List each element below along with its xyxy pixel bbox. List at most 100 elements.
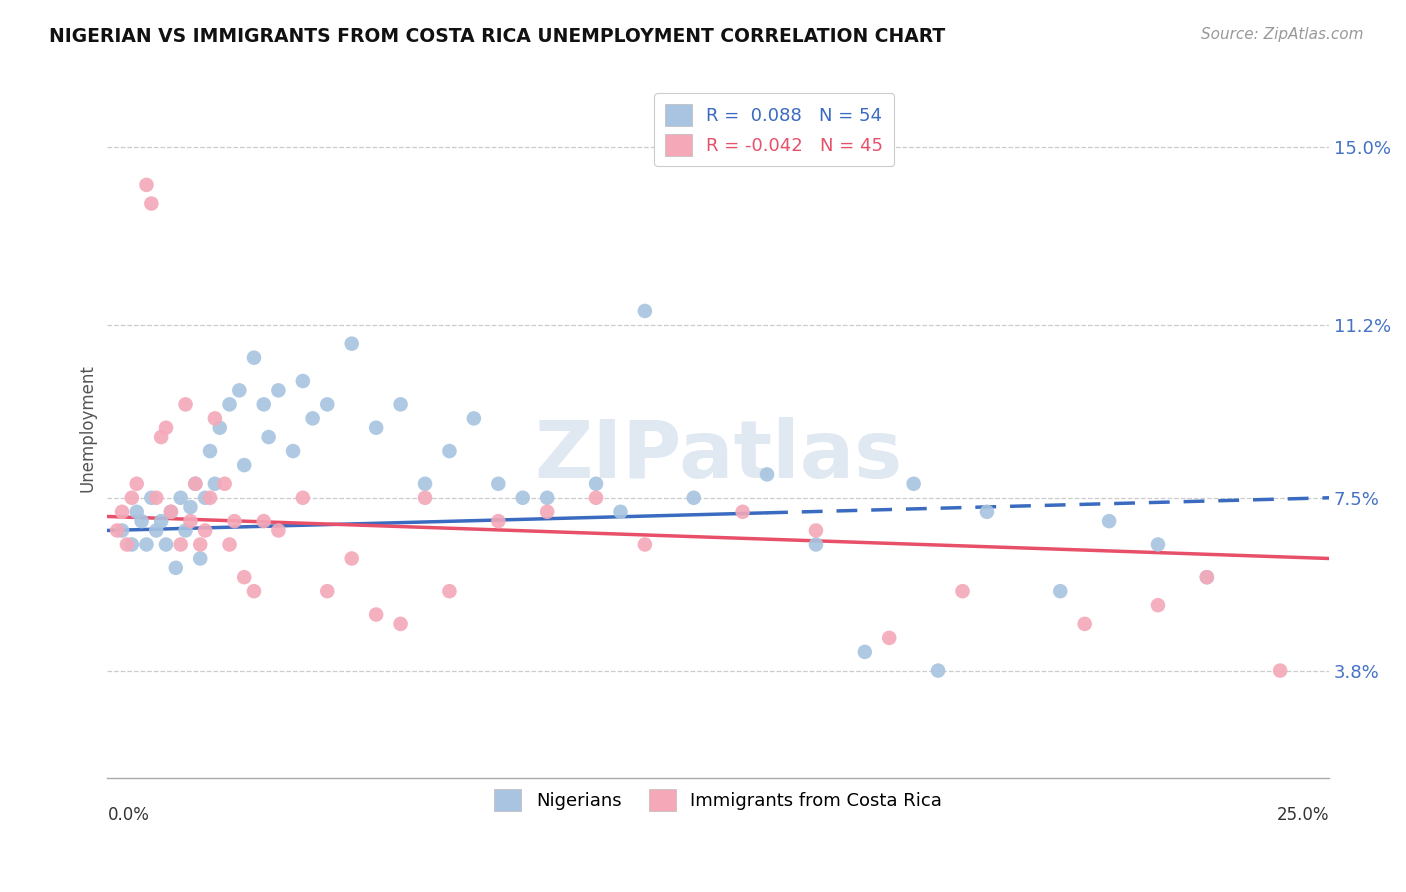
Point <box>194 491 217 505</box>
Legend: Nigerians, Immigrants from Costa Rica: Nigerians, Immigrants from Costa Rica <box>486 781 949 818</box>
Point <box>439 444 461 458</box>
Point <box>184 476 207 491</box>
Point <box>204 476 226 491</box>
Point <box>756 467 779 482</box>
Point <box>141 196 163 211</box>
Text: 25.0%: 25.0% <box>1277 806 1329 824</box>
Point <box>439 584 461 599</box>
Point <box>121 537 143 551</box>
Point <box>1073 616 1095 631</box>
Point <box>150 514 173 528</box>
Point <box>208 421 231 435</box>
Point <box>105 524 128 538</box>
Point <box>111 505 134 519</box>
Point <box>160 505 183 519</box>
Point <box>131 514 153 528</box>
Point <box>257 430 280 444</box>
Point <box>145 491 167 505</box>
Point <box>512 491 534 505</box>
Point <box>340 551 363 566</box>
Point <box>179 514 201 528</box>
Point <box>609 505 631 519</box>
Point <box>218 397 240 411</box>
Point <box>486 514 509 528</box>
Point <box>141 491 163 505</box>
Point <box>233 570 256 584</box>
Point <box>903 476 925 491</box>
Text: ZIPatlas: ZIPatlas <box>534 417 903 495</box>
Point <box>585 476 607 491</box>
Point <box>194 524 217 538</box>
Point <box>155 421 177 435</box>
Point <box>804 537 827 551</box>
Point <box>145 524 167 538</box>
Point <box>1147 598 1170 612</box>
Text: NIGERIAN VS IMMIGRANTS FROM COSTA RICA UNEMPLOYMENT CORRELATION CHART: NIGERIAN VS IMMIGRANTS FROM COSTA RICA U… <box>49 27 945 45</box>
Point <box>316 584 339 599</box>
Point <box>486 476 509 491</box>
Text: Source: ZipAtlas.com: Source: ZipAtlas.com <box>1201 27 1364 42</box>
Point <box>682 491 704 505</box>
Point <box>174 397 197 411</box>
Point <box>243 584 266 599</box>
Point <box>150 430 173 444</box>
Point <box>389 616 412 631</box>
Point <box>179 500 201 515</box>
Point <box>291 491 314 505</box>
Point <box>125 505 148 519</box>
Point <box>1195 570 1218 584</box>
Text: 0.0%: 0.0% <box>107 806 149 824</box>
Point <box>1049 584 1071 599</box>
Y-axis label: Unemployment: Unemployment <box>79 364 96 491</box>
Point <box>413 491 436 505</box>
Point <box>121 491 143 505</box>
Point <box>634 304 657 318</box>
Point <box>135 537 157 551</box>
Point <box>536 505 558 519</box>
Point <box>218 537 240 551</box>
Point <box>198 444 221 458</box>
Point <box>170 491 193 505</box>
Point <box>927 664 949 678</box>
Point <box>1098 514 1121 528</box>
Point <box>253 397 276 411</box>
Point <box>1147 537 1170 551</box>
Point <box>731 505 754 519</box>
Point <box>389 397 412 411</box>
Point <box>224 514 246 528</box>
Point <box>536 491 558 505</box>
Point <box>366 421 388 435</box>
Point <box>115 537 138 551</box>
Point <box>585 491 607 505</box>
Point <box>228 384 250 398</box>
Point <box>281 444 304 458</box>
Point <box>214 476 236 491</box>
Point <box>976 505 998 519</box>
Point <box>366 607 388 622</box>
Point <box>188 537 211 551</box>
Point <box>233 458 256 472</box>
Point <box>174 524 197 538</box>
Point <box>804 524 827 538</box>
Point <box>952 584 974 599</box>
Point <box>204 411 226 425</box>
Point <box>188 551 211 566</box>
Point <box>253 514 276 528</box>
Point <box>413 476 436 491</box>
Point <box>1195 570 1218 584</box>
Point <box>165 561 187 575</box>
Point <box>463 411 485 425</box>
Point <box>1268 664 1291 678</box>
Point <box>198 491 221 505</box>
Point <box>184 476 207 491</box>
Point <box>291 374 314 388</box>
Point <box>267 524 290 538</box>
Point <box>170 537 193 551</box>
Point <box>111 524 134 538</box>
Point <box>155 537 177 551</box>
Point <box>243 351 266 365</box>
Point <box>853 645 876 659</box>
Point <box>301 411 323 425</box>
Point <box>340 336 363 351</box>
Point <box>267 384 290 398</box>
